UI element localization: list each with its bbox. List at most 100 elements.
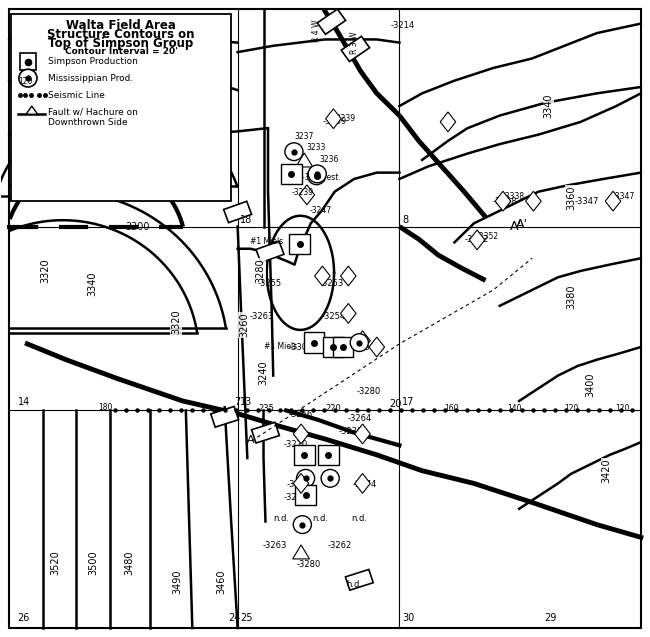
- Polygon shape: [605, 191, 621, 211]
- Bar: [304, 333, 324, 353]
- Text: Simpson Production: Simpson Production: [48, 57, 138, 66]
- Text: Top of Simpson Group: Top of Simpson Group: [49, 37, 194, 50]
- Text: 3320: 3320: [171, 310, 181, 334]
- Text: 3400: 3400: [586, 373, 595, 397]
- Text: 160: 160: [444, 404, 458, 413]
- Text: -3280: -3280: [356, 387, 380, 396]
- Text: 24: 24: [228, 613, 240, 623]
- Text: 3260: 3260: [239, 313, 249, 337]
- Polygon shape: [341, 304, 356, 324]
- Text: -3262: -3262: [328, 541, 352, 550]
- Polygon shape: [326, 109, 341, 129]
- Text: 3360: 3360: [566, 186, 576, 210]
- Polygon shape: [355, 473, 370, 493]
- Text: 3340: 3340: [87, 271, 97, 296]
- Text: -3352: -3352: [477, 232, 499, 241]
- Text: -3352: -3352: [465, 234, 489, 244]
- Text: 3233: 3233: [306, 143, 326, 152]
- Text: Mississippian Prod.: Mississippian Prod.: [48, 74, 133, 83]
- Polygon shape: [296, 153, 313, 167]
- Bar: [20, 54, 36, 70]
- Polygon shape: [440, 112, 456, 132]
- Text: Seismic Line: Seismic Line: [48, 90, 105, 100]
- Text: 120: 120: [18, 77, 32, 87]
- Bar: [281, 164, 302, 184]
- Text: Contour Interval = 20': Contour Interval = 20': [65, 47, 177, 56]
- Text: 3420: 3420: [601, 459, 612, 483]
- Polygon shape: [469, 230, 485, 250]
- Text: -3239: -3239: [322, 117, 347, 126]
- Polygon shape: [526, 191, 541, 211]
- Circle shape: [350, 334, 369, 352]
- Text: 30: 30: [402, 613, 414, 623]
- Text: 3320: 3320: [40, 259, 51, 283]
- Text: -3263: -3263: [263, 541, 287, 550]
- Text: 25: 25: [240, 613, 253, 623]
- Text: Walta Field Area: Walta Field Area: [66, 19, 176, 32]
- Polygon shape: [495, 191, 511, 211]
- Text: -3338: -3338: [503, 192, 525, 201]
- Text: 20: 20: [389, 399, 402, 408]
- Text: 3380: 3380: [566, 284, 576, 308]
- Text: 120: 120: [616, 404, 630, 413]
- Text: #1 Miels: #1 Miels: [250, 236, 283, 246]
- Text: A': A': [516, 218, 528, 231]
- Text: Structure Contours on: Structure Contours on: [47, 28, 195, 41]
- Text: -3239: -3239: [333, 114, 356, 123]
- Polygon shape: [299, 185, 315, 204]
- Text: n.d.: n.d.: [351, 514, 367, 523]
- Text: 14: 14: [18, 397, 30, 407]
- Text: 3460: 3460: [216, 569, 226, 594]
- Polygon shape: [293, 473, 309, 493]
- Text: -3260: -3260: [287, 480, 311, 489]
- Polygon shape: [355, 424, 370, 444]
- Text: -3253: -3253: [319, 279, 344, 288]
- Circle shape: [307, 167, 326, 185]
- Circle shape: [19, 69, 37, 87]
- Text: -3239: -3239: [291, 188, 313, 197]
- Polygon shape: [224, 201, 252, 222]
- Polygon shape: [341, 36, 370, 62]
- Text: -3270: -3270: [284, 440, 308, 448]
- Text: n.d.: n.d.: [274, 514, 290, 523]
- Text: n.d.: n.d.: [313, 514, 328, 523]
- Text: 3236: 3236: [319, 155, 339, 164]
- Text: R 4 W: R 4 W: [312, 20, 321, 43]
- Text: 3340: 3340: [543, 94, 553, 118]
- Text: A': A': [510, 220, 522, 233]
- Text: #1 Miels: #1 Miels: [265, 342, 298, 351]
- Text: 13: 13: [240, 397, 252, 407]
- Text: -3347: -3347: [575, 197, 599, 206]
- Circle shape: [293, 516, 311, 534]
- Text: 3240: 3240: [259, 360, 268, 385]
- Text: -3263: -3263: [250, 312, 274, 321]
- Text: 3280: 3280: [255, 259, 265, 283]
- Text: -3304 est.: -3304 est.: [302, 173, 341, 182]
- Circle shape: [285, 143, 303, 161]
- Text: -3280: -3280: [296, 560, 321, 569]
- Bar: [11, 14, 231, 201]
- Text: -3274: -3274: [353, 480, 377, 489]
- Text: 3300: 3300: [125, 222, 150, 231]
- Text: 140: 140: [508, 404, 522, 413]
- Text: -3230: -3230: [339, 427, 363, 436]
- Polygon shape: [292, 545, 309, 559]
- Text: -3338: -3338: [493, 197, 517, 206]
- Polygon shape: [317, 9, 346, 34]
- Text: Downthrown Side: Downthrown Side: [48, 118, 127, 127]
- Circle shape: [321, 469, 339, 487]
- Text: -3347: -3347: [613, 192, 635, 201]
- Text: 7: 7: [235, 397, 241, 407]
- Bar: [295, 485, 316, 505]
- Text: 120: 120: [564, 404, 578, 413]
- Text: 8: 8: [402, 215, 408, 225]
- Polygon shape: [256, 241, 284, 262]
- Text: 17: 17: [402, 397, 415, 407]
- Text: 180: 180: [98, 403, 112, 412]
- Text: -3256: -3256: [289, 410, 313, 419]
- Polygon shape: [369, 337, 385, 357]
- Text: 26: 26: [18, 613, 30, 623]
- Polygon shape: [252, 422, 280, 443]
- Circle shape: [308, 165, 326, 183]
- Text: -3256: -3256: [352, 343, 376, 352]
